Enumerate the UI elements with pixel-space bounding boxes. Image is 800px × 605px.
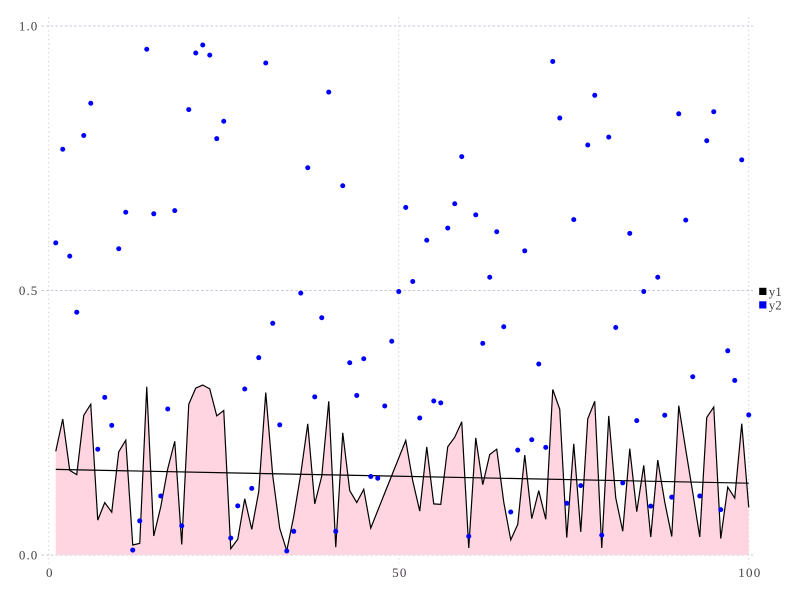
svg-text:y2: y2 [769,297,782,312]
svg-text:y1: y1 [769,284,782,299]
svg-text:100: 100 [738,565,761,580]
svg-text:50: 50 [392,565,408,580]
svg-text:0: 0 [46,565,54,580]
svg-text:0.0: 0.0 [19,548,38,563]
svg-text:0.5: 0.5 [19,283,38,298]
svg-text:1.0: 1.0 [19,19,38,34]
